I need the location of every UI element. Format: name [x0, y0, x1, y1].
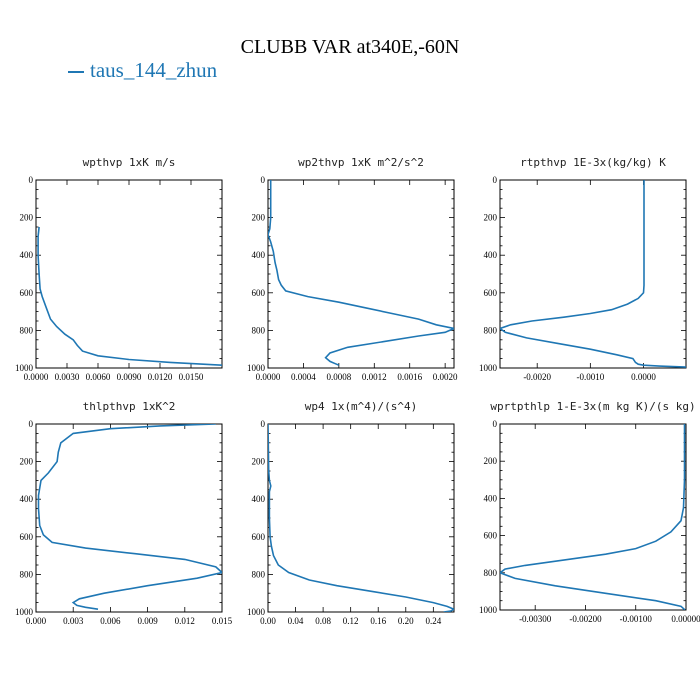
panel-4-xtick-label: 0.000 — [26, 616, 47, 626]
panel-1-ytick-label: 200 — [20, 213, 34, 223]
panel-1-ytick-label: 600 — [20, 288, 34, 298]
panel-2-ytick-label: 600 — [252, 288, 266, 298]
panel-4-frame — [35, 423, 223, 613]
panel-5-xtick-label: 0.24 — [425, 616, 441, 626]
panel-6-xtick-label: 0.00000 — [671, 614, 700, 624]
panel-6-ytick-label: 600 — [484, 531, 498, 541]
panel-1-ytick-label: 800 — [20, 325, 34, 335]
panel-1-frame — [35, 179, 223, 369]
panel-3-xtick-label: 0.0000 — [631, 372, 656, 382]
panel-1-xtick-label: 0.0120 — [148, 372, 173, 382]
panel-5-series-line — [268, 424, 454, 612]
panel-4-xtick-label: 0.009 — [137, 616, 158, 626]
panel-2-xtick-label: 0.0016 — [397, 372, 422, 382]
panel-2-xtick-label: 0.0000 — [256, 372, 281, 382]
panel-3-frame — [499, 179, 687, 369]
panel-5-ytick-label: 1000 — [247, 607, 266, 617]
panel-1-ytick-label: 400 — [20, 250, 34, 260]
panel-2-xtick-label: 0.0004 — [291, 372, 316, 382]
panel-4-series-line — [37, 424, 222, 610]
panel-1-xtick-label: 0.0090 — [117, 372, 142, 382]
panel-5-ytick-label: 800 — [252, 569, 266, 579]
panel-2-xtick-label: 0.0012 — [362, 372, 387, 382]
panel-4-ytick-label: 0 — [29, 419, 34, 429]
panel-5-ytick-label: 0 — [261, 419, 266, 429]
panel-5-ytick-label: 600 — [252, 532, 266, 542]
panel-1-ytick-label: 1000 — [15, 363, 34, 373]
panel-2-ytick-label: 800 — [252, 325, 266, 335]
panel-5-title: wp4 1x(m^4)/(s^4) — [305, 400, 418, 413]
panel-4-xtick-label: 0.006 — [100, 616, 121, 626]
panel-4-ytick-label: 1000 — [15, 607, 34, 617]
panel-2-ytick-label: 1000 — [247, 363, 266, 373]
panel-1-series-line — [37, 226, 222, 366]
panel-5-xtick-label: 0.00 — [260, 616, 276, 626]
panel-5-ytick-label: 200 — [252, 457, 266, 467]
panel-6-ytick-label: 200 — [484, 456, 498, 466]
panel-3-xtick-label: -0.0010 — [576, 372, 604, 382]
panel-3-ytick-label: 400 — [484, 250, 498, 260]
legend-line-icon — [68, 71, 84, 74]
panel-4-ytick-label: 800 — [20, 569, 34, 579]
panel-3-ytick-label: 200 — [484, 213, 498, 223]
panel-6-series-line — [500, 424, 686, 610]
panel-5-frame — [267, 423, 455, 613]
panel-4-xtick-label: 0.003 — [63, 616, 84, 626]
panel-1-xtick-label: 0.0060 — [86, 372, 111, 382]
panel-2-xtick-label: 0.0008 — [326, 372, 351, 382]
panel-2-title: wp2thvp 1xK m^2/s^2 — [298, 156, 424, 169]
panel-6-xtick-label: -0.00200 — [569, 614, 602, 624]
panel-2-series-line — [268, 180, 454, 366]
panel-3-ytick-label: 800 — [484, 325, 498, 335]
panel-4-ytick-label: 400 — [20, 494, 34, 504]
panel-2-ytick-label: 400 — [252, 250, 266, 260]
panel-5-xtick-label: 0.16 — [370, 616, 386, 626]
panel-3-ytick-label: 1000 — [479, 363, 498, 373]
legend: taus_144_zhun — [68, 58, 217, 83]
panel-6-title: wprtpthlp 1-E-3x(m kg K)/(s kg) — [490, 400, 695, 413]
panel-6-xtick-label: -0.00100 — [620, 614, 653, 624]
panel-1-xtick-label: 0.0000 — [24, 372, 49, 382]
panel-6-ytick-label: 400 — [484, 493, 498, 503]
panel-6-ytick-label: 0 — [493, 419, 498, 429]
panel-4-xtick-label: 0.012 — [175, 616, 195, 626]
panel-1-xtick-label: 0.0150 — [179, 372, 204, 382]
page-title: CLUBB VAR at340E,-60N — [240, 36, 460, 58]
panel-1-xtick-label: 0.0030 — [55, 372, 80, 382]
panel-3-series-line — [500, 180, 686, 368]
panel-4-xtick-label: 0.015 — [212, 616, 233, 626]
panel-1-ytick-label: 0 — [29, 175, 34, 185]
panel-2-xtick-label: 0.0020 — [433, 372, 458, 382]
panel-6-ytick-label: 1000 — [479, 605, 498, 615]
panel-5-xtick-label: 0.20 — [398, 616, 414, 626]
panel-3-title: rtpthvp 1E-3x(kg/kg) K — [520, 156, 666, 169]
panel-6-xtick-label: -0.00300 — [519, 614, 552, 624]
panel-3-ytick-label: 600 — [484, 288, 498, 298]
panel-6-ytick-label: 800 — [484, 568, 498, 578]
legend-label: taus_144_zhun — [90, 58, 218, 82]
panel-4-ytick-label: 600 — [20, 532, 34, 542]
panel-2-ytick-label: 200 — [252, 213, 266, 223]
panel-5-xtick-label: 0.08 — [315, 616, 331, 626]
panel-2-ytick-label: 0 — [261, 175, 266, 185]
panel-1-title: wpthvp 1xK m/s — [83, 156, 176, 169]
panel-5-xtick-label: 0.12 — [343, 616, 359, 626]
panel-5-ytick-label: 400 — [252, 494, 266, 504]
panel-4-title: thlpthvp 1xK^2 — [83, 400, 176, 413]
panel-3-xtick-label: -0.0020 — [523, 372, 551, 382]
panel-6-frame — [499, 423, 687, 611]
panel-4-ytick-label: 200 — [20, 457, 34, 467]
panel-5-xtick-label: 0.04 — [288, 616, 304, 626]
panel-3-ytick-label: 0 — [493, 175, 498, 185]
panel-2-frame — [267, 179, 455, 369]
